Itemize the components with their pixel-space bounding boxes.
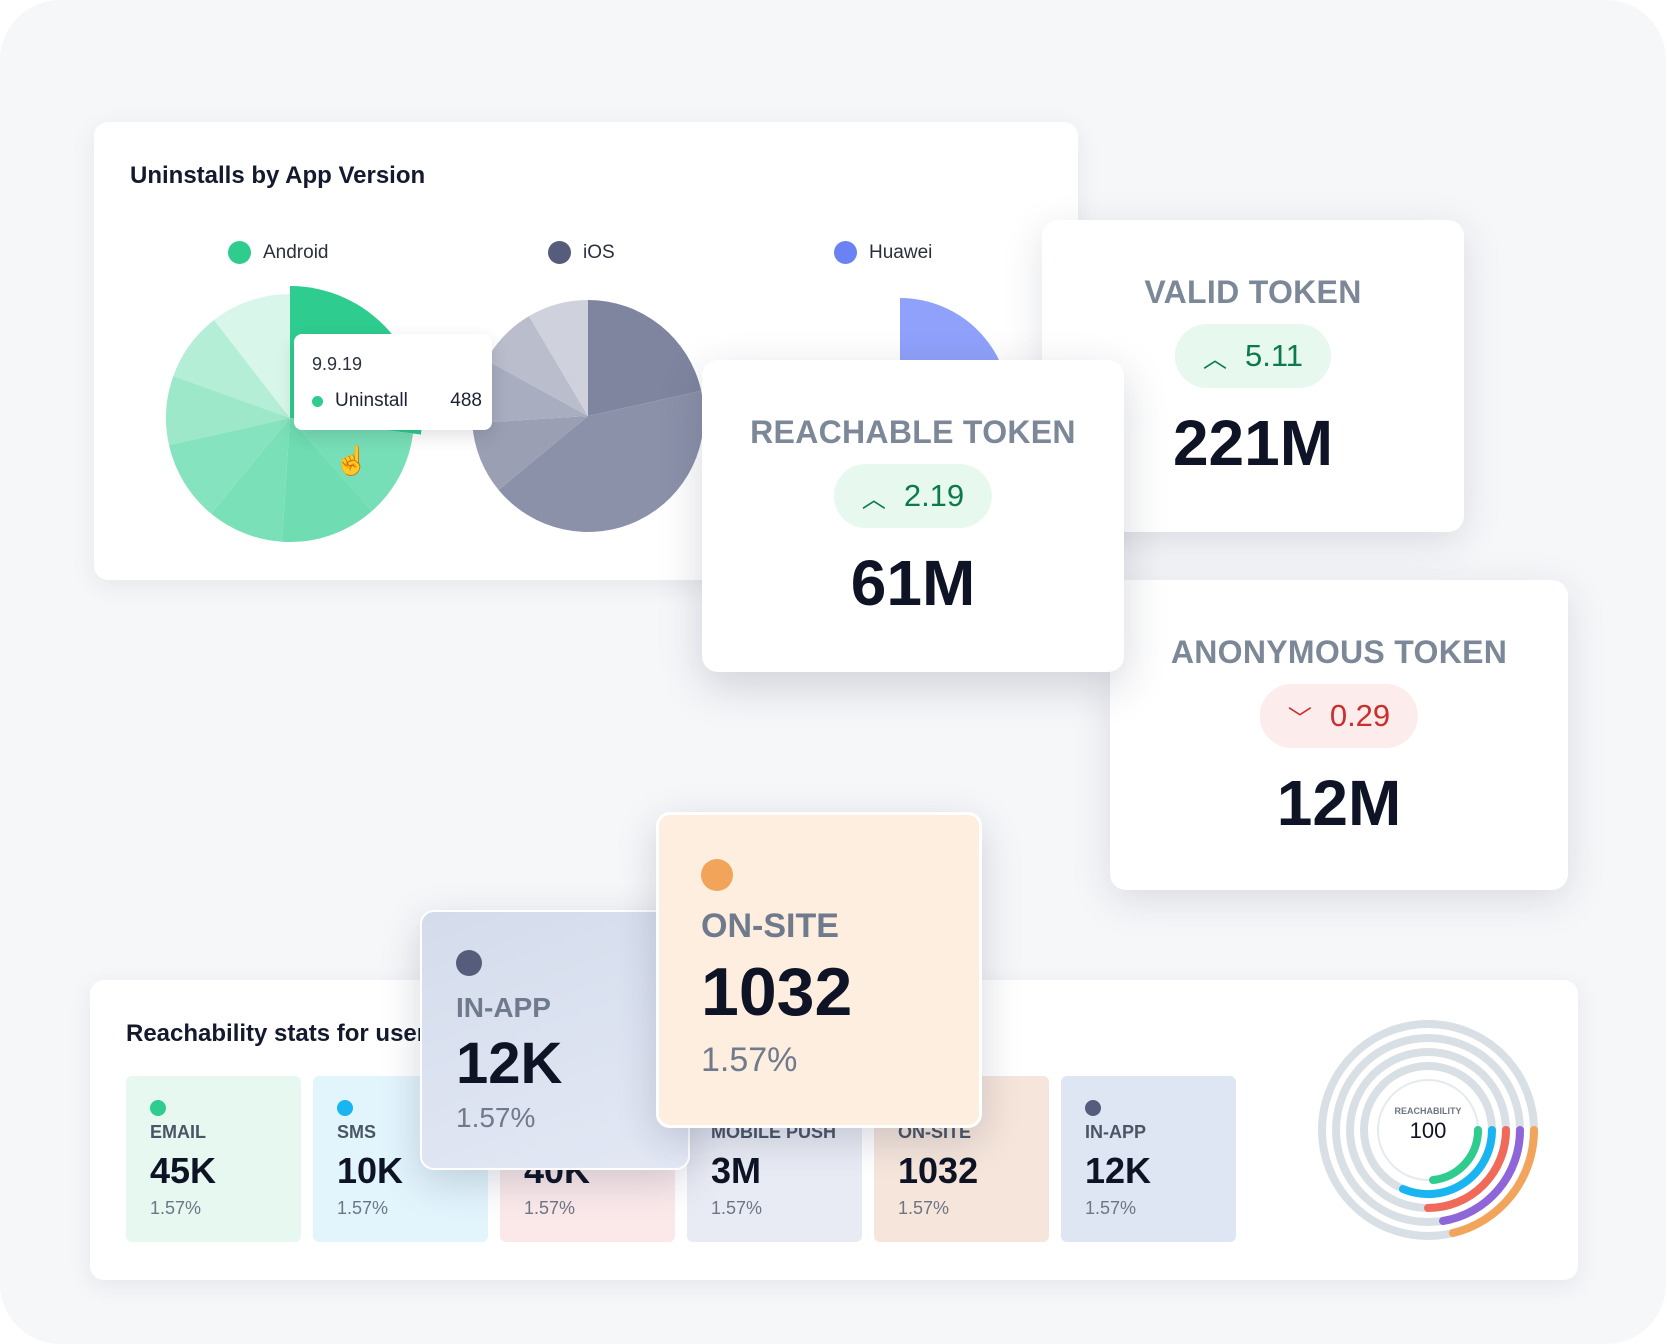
channel-label: IN-APP: [1085, 1122, 1147, 1142]
reachable-token-card[interactable]: REACHABLE TOKEN ︿ 2.19 61M: [702, 360, 1124, 672]
pie-slice[interactable]: [472, 416, 588, 490]
pie-slice[interactable]: [173, 320, 290, 418]
hand-pointer-icon: ☝: [334, 445, 369, 476]
legend-ios-label: iOS: [583, 241, 615, 263]
pie-slice[interactable]: [290, 418, 414, 512]
pie-slice[interactable]: [213, 294, 290, 418]
tooltip-series: Uninstall: [335, 390, 408, 411]
pie-slice[interactable]: [472, 360, 588, 424]
legend-android[interactable]: Android: [228, 241, 329, 264]
channel-dot-icon: [337, 1100, 353, 1116]
channel-label: SMS: [337, 1122, 377, 1142]
pie-slice[interactable]: [166, 375, 290, 446]
pie-slice[interactable]: [498, 390, 704, 532]
highlight-onsite-label: ON-SITE: [701, 907, 839, 945]
huawei-dot-icon: [834, 241, 857, 264]
gauge-value: 100: [1410, 1118, 1447, 1143]
channel-pct: 1.57%: [711, 1198, 763, 1218]
tooltip-version: 9.9.19: [312, 354, 363, 374]
pie-slice[interactable]: [168, 418, 290, 514]
tooltip-value: 488: [450, 390, 482, 411]
legend-ios[interactable]: iOS: [548, 241, 615, 264]
pie-slice[interactable]: [486, 316, 588, 416]
highlight-onsite-value: 1032: [701, 954, 853, 1030]
valid-token-label: VALID TOKEN: [1144, 274, 1362, 310]
channel-value: 45K: [150, 1150, 217, 1191]
pie-slice[interactable]: [900, 298, 1010, 372]
channel-pct: 1.57%: [150, 1198, 202, 1218]
reachable-token-label: REACHABLE TOKEN: [750, 414, 1076, 450]
ios-pie[interactable]: [458, 292, 718, 552]
anonymous-token-change: 0.29: [1329, 698, 1391, 733]
legend-huawei[interactable]: Huawei: [834, 241, 932, 264]
reachable-token-change: 2.19: [903, 478, 965, 513]
legend-android-label: Android: [263, 241, 329, 263]
uninstalls-card: Uninstalls by App Version Android iOS Hu…: [94, 122, 1078, 580]
valid-token-badge: ︿ 5.11: [1174, 324, 1332, 388]
channel-label: EMAIL: [150, 1122, 206, 1142]
channel-tile[interactable]: EMAIL 45K 1.57%: [126, 1076, 301, 1242]
channel-tile[interactable]: IN-APP 12K 1.57%: [1061, 1076, 1236, 1242]
anonymous-token-badge: ﹀ 0.29: [1259, 684, 1419, 748]
channel-value: 3M: [711, 1150, 762, 1191]
onsite-dot-icon: [701, 859, 733, 891]
ios-dot-icon: [548, 241, 571, 264]
inapp-dot-icon: [456, 950, 482, 976]
anonymous-token-card[interactable]: ANONYMOUS TOKEN ﹀ 0.29 12M: [1110, 580, 1568, 890]
reachability-title: Reachability stats for users: [126, 1020, 440, 1047]
pie-slice[interactable]: [588, 300, 702, 416]
channel-pct: 1.57%: [1085, 1198, 1137, 1218]
channel-dot-icon: [1085, 1100, 1101, 1116]
pie-slice[interactable]: [282, 418, 373, 542]
reachable-token-value: 61M: [850, 547, 976, 619]
channel-dot-icon: [150, 1100, 166, 1116]
highlight-onsite-pct: 1.57%: [701, 1041, 798, 1079]
gauge-label: REACHABILITY: [1395, 1106, 1462, 1116]
chevron-up-icon: ︿: [861, 485, 886, 513]
uninstalls-title: Uninstalls by App Version: [130, 162, 426, 189]
highlight-inapp-pct: 1.57%: [456, 1102, 536, 1133]
chevron-up-icon: ︿: [1202, 345, 1227, 373]
highlight-inapp-label: IN-APP: [456, 992, 551, 1023]
anonymous-token-label: ANONYMOUS TOKEN: [1170, 634, 1508, 670]
channel-value: 12K: [1085, 1150, 1152, 1191]
pie-slice[interactable]: [528, 300, 588, 416]
tooltip-dot-icon: [312, 395, 323, 407]
highlight-onsite-card[interactable]: ON-SITE 1032 1.57%: [656, 812, 982, 1128]
huawei-pie[interactable]: [780, 292, 1020, 372]
valid-token-value: 221M: [1172, 407, 1334, 479]
android-pie[interactable]: [150, 270, 430, 550]
pie-tooltip: 9.9.19 Uninstall 488: [294, 334, 492, 430]
channel-value: 10K: [337, 1150, 404, 1191]
channel-value: 1032: [898, 1150, 979, 1191]
pie-slice[interactable]: [210, 418, 290, 542]
highlight-inapp-value: 12K: [456, 1031, 563, 1096]
valid-token-change: 5.11: [1244, 338, 1304, 373]
android-dot-icon: [228, 241, 251, 264]
legend-huawei-label: Huawei: [869, 241, 933, 263]
highlight-inapp-card[interactable]: IN-APP 12K 1.57%: [420, 910, 690, 1170]
channel-pct: 1.57%: [337, 1198, 389, 1218]
reachability-gauge: REACHABILITY 100: [1318, 1020, 1538, 1240]
channel-pct: 1.57%: [524, 1198, 576, 1218]
reachable-token-badge: ︿ 2.19: [833, 464, 993, 528]
tooltip-row: Uninstall 488: [312, 390, 482, 412]
channel-pct: 1.57%: [898, 1198, 950, 1218]
anonymous-token-value: 12M: [1276, 767, 1402, 839]
chevron-down-icon: ﹀: [1287, 705, 1312, 733]
